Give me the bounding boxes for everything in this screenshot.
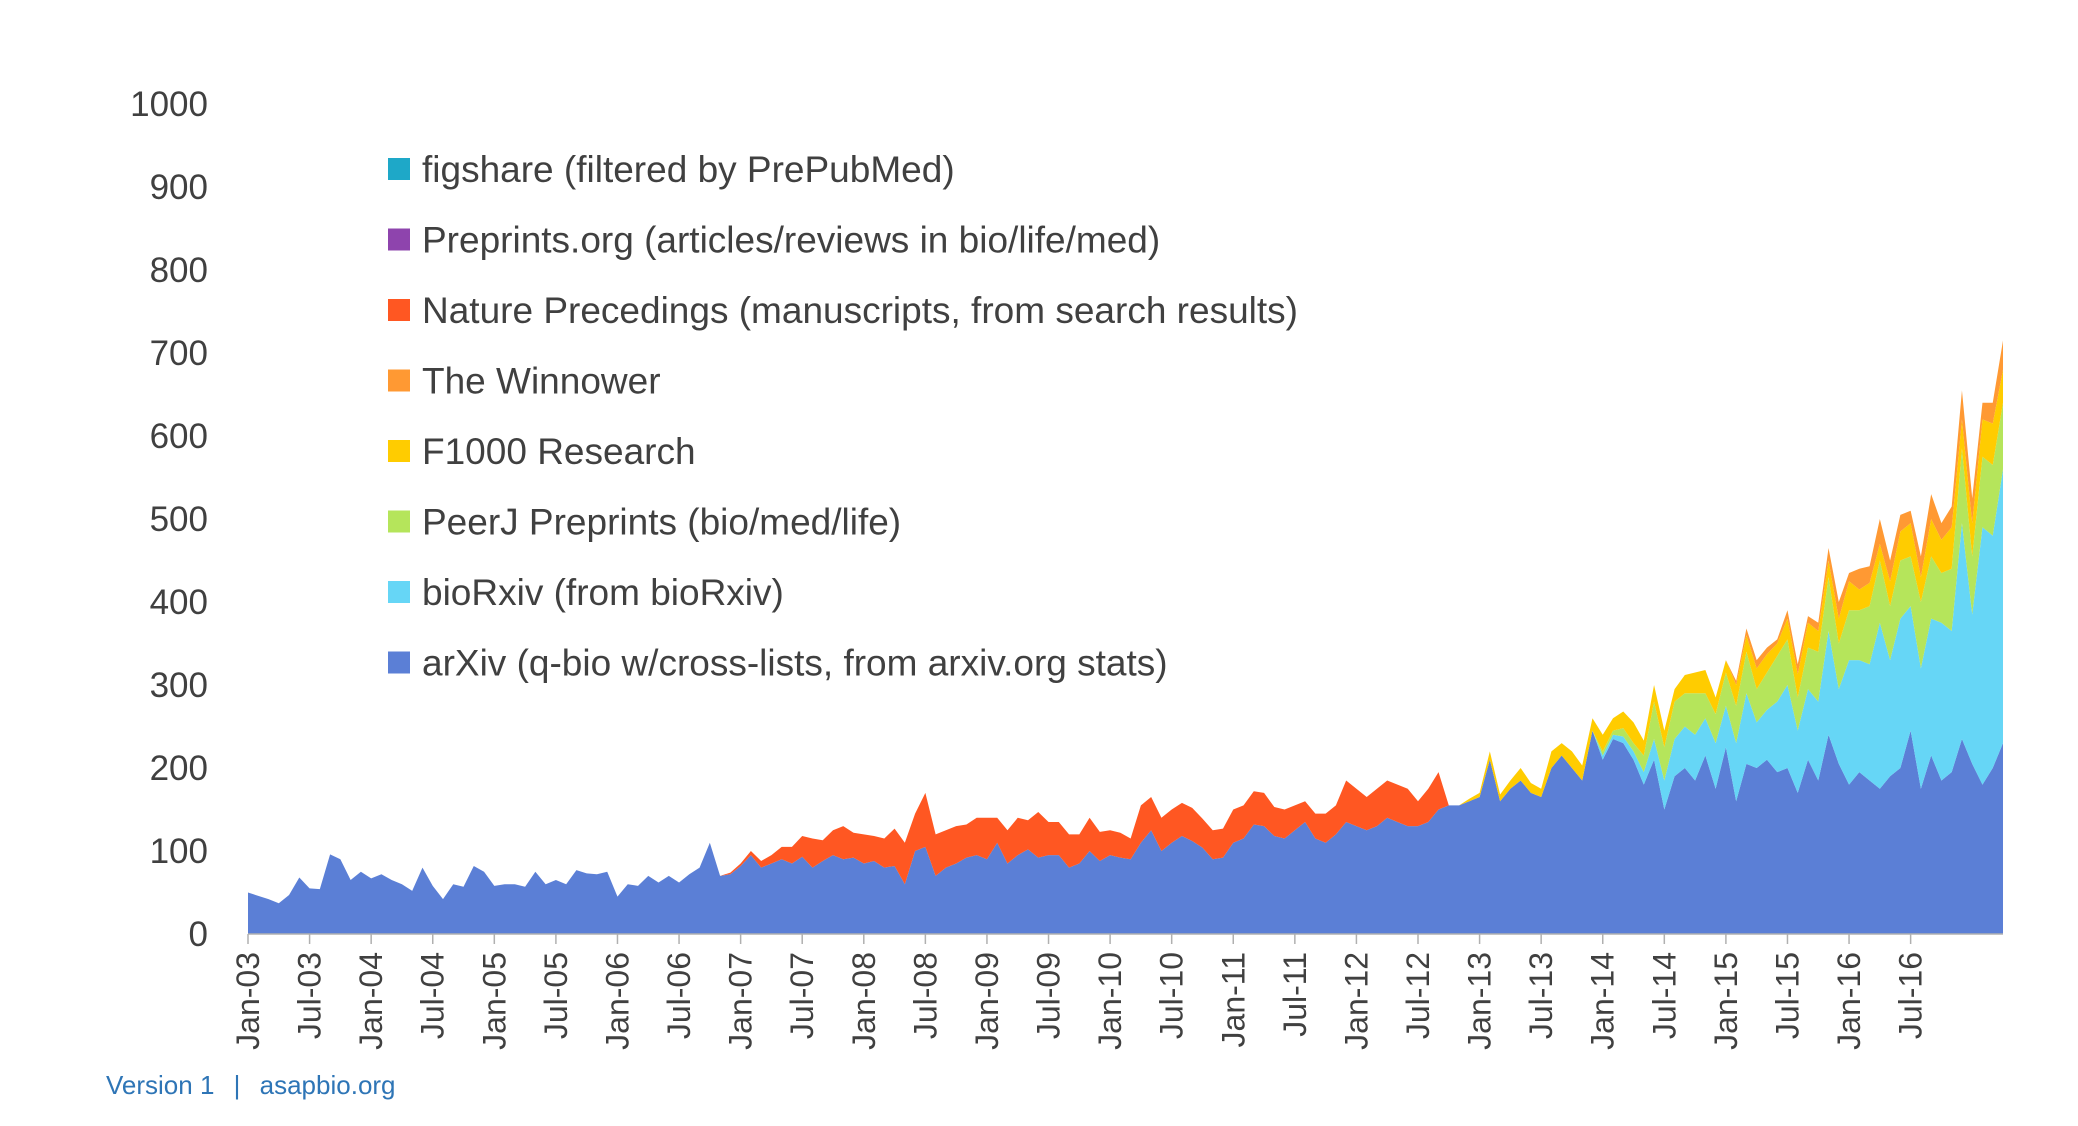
- chart-legend: figshare (filtered by PrePubMed) Preprint…: [388, 149, 1298, 684]
- y-tick-label: 500: [150, 500, 208, 539]
- legend-swatch: [388, 299, 410, 321]
- area-series-group: [248, 340, 2003, 934]
- x-tick-label: Jan-13: [1462, 952, 1498, 1050]
- y-tick-label: 200: [150, 749, 208, 788]
- y-tick-label: 400: [150, 583, 208, 622]
- x-tick-label: Jan-12: [1338, 952, 1374, 1050]
- x-tick-label: Jan-05: [476, 952, 512, 1050]
- x-tick-label: Jul-16: [1893, 952, 1929, 1039]
- legend-label: Preprints.org (articles/reviews in bio/l…: [422, 220, 1160, 261]
- x-tick-label: Jan-04: [353, 952, 389, 1050]
- x-tick-label: Jan-15: [1708, 952, 1744, 1050]
- y-tick-label: 600: [150, 417, 208, 456]
- version-label: Version 1: [106, 1070, 215, 1100]
- legend-swatch: [388, 158, 410, 180]
- x-tick-label: Jan-09: [969, 952, 1005, 1050]
- y-tick-label: 100: [150, 832, 208, 871]
- site-link[interactable]: asapbio.org: [259, 1070, 396, 1100]
- legend-label: bioRxiv (from bioRxiv): [422, 572, 784, 613]
- legend-swatch: [388, 228, 410, 251]
- y-tick-label: 800: [150, 251, 208, 290]
- legend-swatch: [388, 510, 410, 533]
- x-tick-label: Jul-05: [538, 952, 574, 1039]
- x-tick-label: Jul-04: [415, 952, 451, 1039]
- y-tick-label: 900: [150, 168, 208, 207]
- x-tick-label: Jul-11: [1277, 952, 1313, 1037]
- legend-label: PeerJ Preprints (bio/med/life): [422, 502, 901, 543]
- y-tick-label: 700: [150, 334, 208, 373]
- x-tick-label: Jul-06: [661, 952, 697, 1039]
- area-series-0: [248, 730, 2003, 934]
- x-tick-label: Jul-09: [1031, 952, 1067, 1039]
- legend-label: The Winnower: [422, 361, 661, 402]
- x-tick-label: Jul-12: [1400, 952, 1436, 1039]
- legend-label: figshare (filtered by PrePubMed): [422, 149, 955, 190]
- y-tick-label: 1000: [130, 85, 208, 124]
- legend-swatch: [388, 440, 410, 462]
- legend-label: arXiv (q-bio w/cross-lists, from arxiv.o…: [422, 643, 1168, 684]
- y-tick-label: 0: [189, 915, 208, 954]
- y-axis: 0 100 200 300 400 500 600 700 800 900 1000: [130, 85, 208, 954]
- x-tick-label: Jan-06: [599, 952, 635, 1050]
- legend-label: Nature Precedings (manuscripts, from sea…: [422, 290, 1298, 331]
- x-tick-label: Jan-16: [1831, 952, 1867, 1050]
- legend-label: F1000 Research: [422, 431, 696, 472]
- x-tick-label: Jan-10: [1092, 952, 1128, 1050]
- x-tick-label: Jul-03: [292, 952, 328, 1039]
- x-tick-label: Jan-11: [1215, 952, 1251, 1047]
- x-axis: Jan-03 Jul-03 Jan-04 Jul-04 Jan-05 Jul-05 Jan-…: [230, 933, 2003, 1050]
- legend-swatch: [388, 369, 410, 392]
- legend-swatch: [388, 651, 410, 674]
- x-tick-label: Jan-08: [846, 952, 882, 1050]
- x-tick-label: Jul-10: [1154, 952, 1190, 1039]
- x-tick-label: Jan-07: [723, 952, 759, 1050]
- footer-separator: |: [233, 1070, 241, 1100]
- x-tick-label: Jul-14: [1646, 952, 1682, 1039]
- x-tick-label: Jan-03: [230, 952, 266, 1050]
- footer-credit: Version 1 | asapbio.org: [106, 1070, 396, 1101]
- x-tick-label: Jul-08: [907, 952, 943, 1039]
- legend-swatch: [388, 581, 410, 603]
- x-tick-label: Jan-14: [1585, 952, 1621, 1050]
- y-tick-label: 300: [150, 666, 208, 705]
- x-tick-label: Jul-07: [784, 952, 820, 1039]
- x-tick-label: Jul-15: [1769, 952, 1805, 1039]
- x-tick-label: Jul-13: [1523, 952, 1559, 1039]
